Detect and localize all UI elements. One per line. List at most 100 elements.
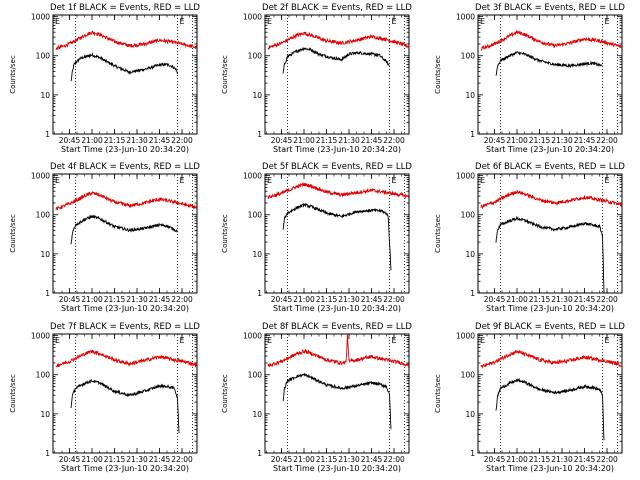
chart-title: Det 3f BLACK = Events, RED = LLD [475,3,625,13]
plot-frame [264,173,410,294]
x-tick-label: 21:45 [149,295,171,304]
y-tick-label: 1000 [243,172,262,181]
event-marker-label: E [55,17,60,26]
y-tick-label: 10 [465,410,475,419]
plot-frame [264,333,410,454]
y-tick-label: 1 [470,130,475,139]
y-axis-label: Counts/sec [434,374,442,413]
y-tick-label: 1 [45,449,50,458]
x-tick-label: 21:30 [126,136,148,145]
x-tick-label: 21:45 [574,455,596,464]
x-tick-label: 21:15 [316,455,338,464]
x-tick-label: 21:15 [316,136,338,145]
chart-title: Det 5f BLACK = Events, RED = LLD [262,162,412,172]
chart-title: Det 7f BLACK = Events, RED = LLD [50,322,200,332]
x-tick-label: 21:45 [361,136,383,145]
event-marker-label: E [267,17,272,26]
x-tick-label: 20:45 [59,295,81,304]
events-series-line [282,202,392,271]
event-marker-label: E [267,176,272,185]
lld-series-line [480,30,623,51]
plot-frame [52,333,198,454]
event-marker-label: E [180,176,185,185]
plot-frame [477,333,623,454]
events-series-line [282,46,390,74]
chart-panel-8: Det 8f BLACK = Events, RED = LLD 1 10 100 10… [221,322,412,473]
x-tick-label: 21:00 [81,455,103,464]
event-marker-label: E [392,17,397,26]
y-tick-label: 1 [257,130,262,139]
x-axis-label: Start Time (23-Jun-10 20:34:20) [273,145,401,154]
x-tick-label: 20:45 [271,455,293,464]
x-tick-label: 21:00 [506,295,528,304]
event-marker-label: E [55,336,60,345]
lld-series-line [55,30,198,51]
chart-title: Det 8f BLACK = Events, RED = LLD [262,322,412,332]
x-tick-label: 21:15 [529,136,551,145]
y-tick-label: 1000 [31,13,50,22]
y-tick-label: 100 [461,52,476,61]
x-tick-label: 22:00 [171,295,193,304]
chart-panel-9: Det 9f BLACK = Events, RED = LLD 1 10 100 10… [434,322,625,473]
x-tick-label: 21:00 [506,455,528,464]
x-tick-label: 21:15 [316,295,338,304]
y-axis-label: Counts/sec [221,55,229,94]
y-tick-label: 10 [465,250,475,259]
x-tick-label: 21:30 [551,295,573,304]
y-tick-label: 1 [470,449,475,458]
lld-series-line [55,349,198,368]
y-tick-label: 1 [45,289,50,298]
y-tick-label: 10 [40,410,50,419]
event-marker-label: E [605,176,610,185]
x-tick-label: 20:45 [59,455,81,464]
event-marker-label: E [605,336,610,345]
x-tick-label: 21:45 [361,295,383,304]
y-axis-label: Counts/sec [434,214,442,253]
y-tick-label: 10 [465,91,475,100]
plot-frame [52,173,198,294]
x-axis-label: Start Time (23-Jun-10 20:34:20) [61,464,189,473]
x-tick-label: 21:00 [293,455,315,464]
x-axis-label: Start Time (23-Jun-10 20:34:20) [486,304,614,313]
x-tick-label: 20:45 [59,136,81,145]
event-marker-label: E [392,176,397,185]
x-axis-label: Start Time (23-Jun-10 20:34:20) [61,304,189,313]
x-tick-label: 21:15 [529,455,551,464]
chart-title: Det 9f BLACK = Events, RED = LLD [475,322,625,332]
x-tick-label: 21:30 [551,136,573,145]
plot-frame [477,14,623,135]
x-tick-label: 20:45 [271,295,293,304]
x-tick-label: 21:00 [81,136,103,145]
event-marker-label: E [180,17,185,26]
y-tick-label: 10 [40,91,50,100]
event-marker-label: E [267,336,272,345]
x-axis-label: Start Time (23-Jun-10 20:34:20) [273,464,401,473]
chart-panel-2: Det 2f BLACK = Events, RED = LLD 1 10 100 10… [221,3,412,154]
y-tick-label: 100 [248,371,263,380]
chart-title: Det 1f BLACK = Events, RED = LLD [50,3,200,13]
x-tick-label: 20:45 [484,295,506,304]
lld-series-line [55,191,198,211]
y-axis-label: Counts/sec [9,55,17,94]
events-series-line [70,378,180,434]
x-tick-label: 21:00 [506,136,528,145]
y-tick-label: 1000 [31,332,50,341]
y-tick-label: 100 [36,211,51,220]
x-tick-label: 21:30 [338,295,360,304]
x-axis-label: Start Time (23-Jun-10 20:34:20) [273,304,401,313]
y-axis-label: Counts/sec [221,374,229,413]
events-series-line [495,51,603,76]
y-tick-label: 1000 [456,13,475,22]
chart-title: Det 2f BLACK = Events, RED = LLD [262,3,412,13]
x-tick-label: 21:30 [338,455,360,464]
plot-frame [52,14,198,135]
event-marker-label: E [480,17,485,26]
y-tick-label: 1 [470,289,475,298]
y-tick-label: 1000 [456,172,475,181]
chart-panel-6: Det 6f BLACK = Events, RED = LLD 1 10 100 10… [434,162,625,313]
event-marker-label: E [392,336,397,345]
events-series-line [70,214,178,245]
chart-panel-1: Det 1f BLACK = Events, RED = LLD 1 10 100 10… [9,3,200,154]
y-tick-label: 100 [461,371,476,380]
